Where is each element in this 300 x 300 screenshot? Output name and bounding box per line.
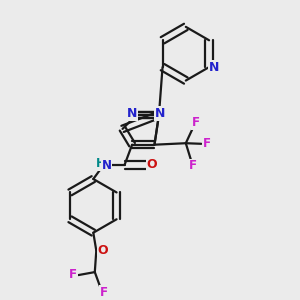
Text: O: O <box>98 244 108 257</box>
Text: F: F <box>203 137 211 150</box>
Text: F: F <box>69 268 77 281</box>
Text: N: N <box>209 61 219 74</box>
Text: H: H <box>96 157 106 170</box>
Text: O: O <box>147 158 158 171</box>
Text: F: F <box>100 286 108 298</box>
Text: F: F <box>192 116 200 129</box>
Text: N: N <box>127 107 137 120</box>
Text: N: N <box>102 159 112 172</box>
Text: N: N <box>155 107 165 120</box>
Text: F: F <box>189 159 197 172</box>
